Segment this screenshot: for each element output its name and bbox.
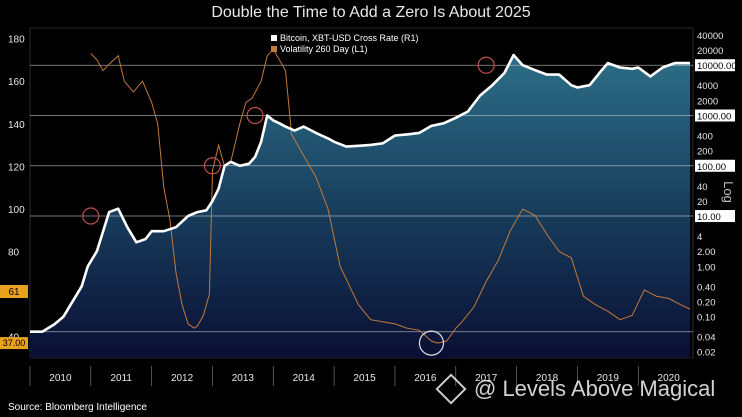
left-tick-label: 160 xyxy=(8,77,25,88)
binance-logo-icon xyxy=(435,373,467,405)
watermark: @ Levels Above Magical xyxy=(435,373,716,405)
x-tick-label: 2013 xyxy=(232,373,255,384)
right-tick-badge xyxy=(695,159,735,172)
right-tick-label: 0.40 xyxy=(697,282,716,293)
annotation-circle xyxy=(203,157,222,175)
right-tick-label: 1000.00 xyxy=(697,111,731,122)
legend-swatch xyxy=(271,35,277,41)
chart-title: Double the Time to Add a Zero Is About 2… xyxy=(211,4,531,21)
x-tick-label: 2011 xyxy=(110,373,132,384)
legend-swatch xyxy=(271,46,277,52)
left-tick-label: 140 xyxy=(8,120,25,131)
legend-entry: Bitcoin, XBT-USD Cross Rate (R1) xyxy=(280,33,419,43)
x-tick-label: 2010 xyxy=(49,373,72,384)
right-tick-label: 0.20 xyxy=(697,297,716,308)
right-tick-label: 4 xyxy=(697,232,702,243)
left-bottom-badge xyxy=(0,337,28,350)
left-value-badge-label: 61 xyxy=(8,287,20,298)
bitcoin-series-line xyxy=(30,53,690,333)
right-tick-label: 40000 xyxy=(697,31,723,42)
x-tick-label: 2018 xyxy=(536,373,559,384)
right-axis-label: Log xyxy=(721,181,736,203)
right-tick-label: 100.00 xyxy=(697,162,726,173)
volatility-series-line xyxy=(90,48,691,344)
left-tick-label: 120 xyxy=(8,162,25,173)
right-tick-badge xyxy=(695,109,735,122)
right-tick-label: 0.02 xyxy=(697,348,716,359)
right-tick-label: 0.10 xyxy=(697,313,716,324)
x-tick-label: 2017 xyxy=(475,373,498,384)
right-tick-label: 10.00 xyxy=(697,212,721,223)
left-tick-label: 80 xyxy=(8,248,20,259)
x-tick-label: 2014 xyxy=(293,373,316,384)
right-tick-badge xyxy=(695,59,735,72)
watermark-text: @ Levels Above Magical xyxy=(474,376,716,401)
right-tick-label: 1.00 xyxy=(697,262,716,273)
bitcoin-area xyxy=(30,55,690,358)
right-tick-label: 40 xyxy=(697,182,708,193)
right-tick-label: 20 xyxy=(697,197,708,208)
right-tick-label: 0.04 xyxy=(697,333,716,344)
left-bottom-badge-label: 37.00 xyxy=(3,338,26,348)
right-tick-label: 2000 xyxy=(697,96,718,107)
x-tick-label: 2015 xyxy=(353,373,376,384)
left-tick-label: 100 xyxy=(8,205,25,216)
right-tick-label: 4000 xyxy=(697,81,718,92)
x-tick-label: 2020 xyxy=(658,373,681,384)
annotation-circle xyxy=(246,106,264,125)
right-tick-label: 2.00 xyxy=(697,247,716,258)
left-tick-label: 180 xyxy=(8,35,25,46)
x-tick-label: 2012 xyxy=(171,373,194,384)
left-value-badge xyxy=(0,285,28,298)
legend-entry: Volatility 260 Day (L1) xyxy=(280,44,368,54)
annotation-circle xyxy=(82,207,100,225)
source-note: Source: Bloomberg Intelligence xyxy=(8,402,147,413)
right-tick-label: 400 xyxy=(697,131,713,142)
x-tick-label: 2019 xyxy=(597,373,620,384)
right-tick-label: 10000.00 xyxy=(697,61,737,72)
right-tick-label: 20000 xyxy=(697,46,723,57)
right-tick-label: 200 xyxy=(697,147,713,158)
right-tick-badge xyxy=(695,210,735,223)
annotation-circle xyxy=(477,56,495,74)
x-tick-label: 2016 xyxy=(414,373,437,384)
annotation-circle xyxy=(418,330,445,356)
